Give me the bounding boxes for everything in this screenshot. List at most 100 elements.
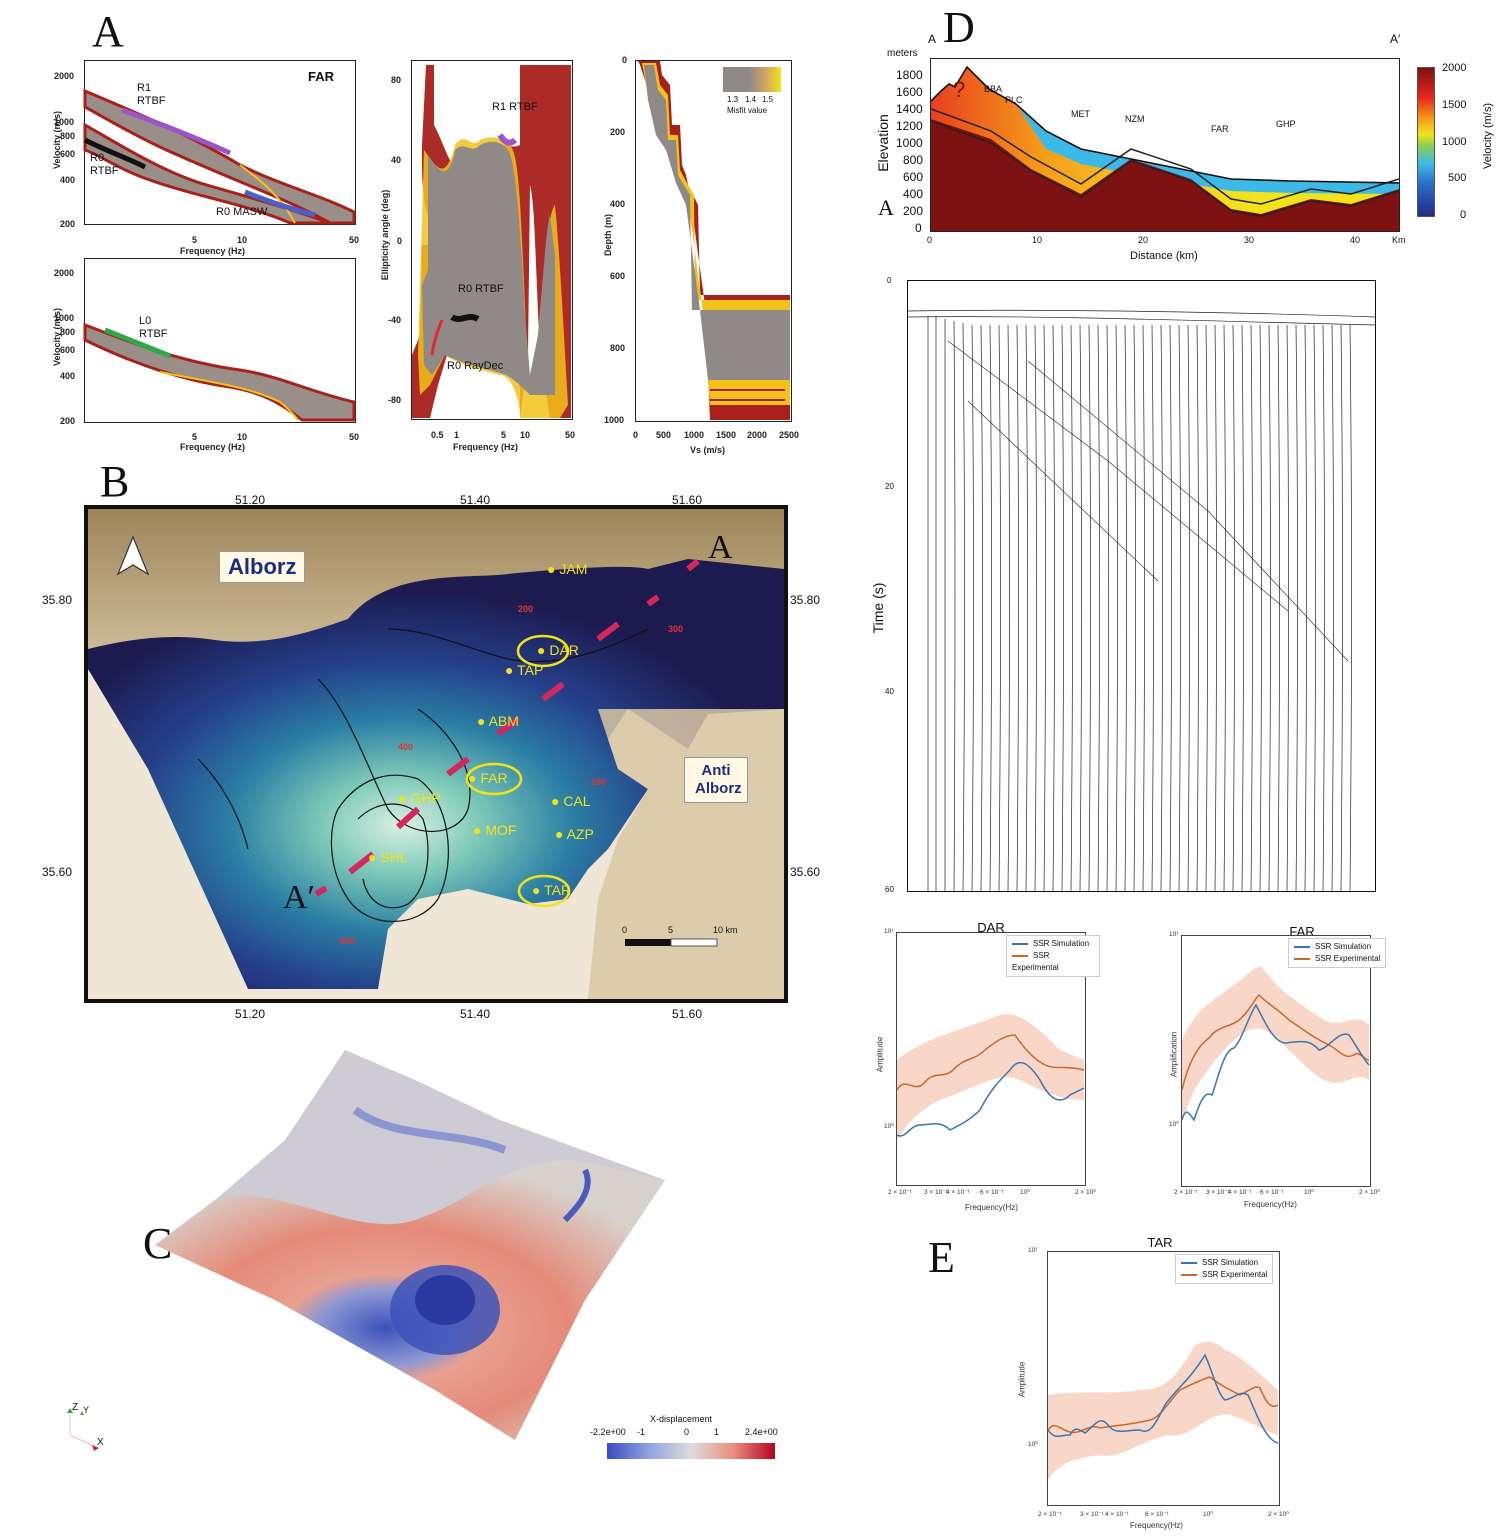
section-ytick: 600 — [903, 170, 924, 184]
section-station-met[interactable]: MET — [1071, 109, 1090, 119]
a3-ytick: 80 — [391, 75, 402, 85]
seismogram-ylabel: Time (s) — [870, 582, 886, 634]
ssr-dar-sim-line — [896, 1061, 1085, 1137]
a1-plot-svg — [83, 88, 356, 225]
a2-ytick: 200 — [60, 416, 76, 426]
station-label: TAP — [517, 662, 544, 678]
station-shl[interactable]: ● SHL — [368, 849, 408, 865]
map-lon-tick-top: 51.40 — [460, 493, 491, 507]
ssr-tar-ytick: 10⁰ — [1028, 1441, 1038, 1448]
legend-label: SSR Simulation — [1202, 1258, 1259, 1267]
a2-xtick: 50 — [349, 432, 360, 442]
a1-ytick: 1000 — [54, 117, 75, 127]
ssr-dar-xtick: 2 × 10⁻¹ — [888, 1189, 912, 1196]
a1-ytick: 200 — [60, 219, 76, 229]
section-unknown-mark: ? — [953, 77, 966, 102]
station-tar[interactable]: ● TAR — [532, 882, 572, 898]
scalebar-label: 10 km — [713, 925, 738, 935]
a2-ytick: 600 — [60, 345, 76, 355]
legend-label: SSR Experimental — [1315, 954, 1381, 963]
section-station-nzm[interactable]: NZM — [1125, 114, 1145, 124]
panel-label-d: D — [943, 3, 975, 52]
map-lon-tick-top: 51.60 — [672, 493, 703, 507]
a3-annotation-r0: R0 RTBF — [458, 283, 504, 295]
raydec-obs-points — [430, 319, 444, 356]
ssr-far-xtick: 4 × 10⁻¹ — [1228, 1189, 1252, 1196]
legend-item-sim: SSR Simulation — [1012, 938, 1094, 950]
section-ytick: 0 — [915, 221, 922, 235]
legend-item-exp: SSR Experimental — [1294, 953, 1380, 965]
station-far[interactable]: ● FAR — [468, 770, 508, 786]
displacement-colorbar-title: X-displacement — [650, 1414, 713, 1424]
section-station-plc[interactable]: PLC — [1005, 95, 1023, 105]
chart-a3-ellipticity: R1 RTBF R0 RTBF R0 RayDec Ellipticity an… — [360, 55, 580, 460]
map-lon-tick-bottom: 51.20 — [235, 1007, 266, 1021]
ssr-far-ylabel: Amplification — [1169, 1031, 1179, 1078]
ssr-tar-svg — [1047, 1341, 1279, 1480]
region-label-anti-alborz: Anti Alborz — [684, 757, 748, 803]
r0-masw-line — [244, 189, 316, 218]
contour-label: 200 — [591, 777, 607, 787]
a1-annotation-masw: R0 MASW — [216, 206, 268, 218]
station-jam[interactable]: ● JAM — [547, 561, 588, 577]
section-end-label: A′ — [1390, 32, 1401, 46]
map-lat-tick-left: 35.80 — [42, 593, 73, 607]
profile-end-a: A — [708, 529, 733, 566]
ssr-far-exp-line — [1181, 993, 1370, 1091]
panel-label-e: E — [928, 1233, 955, 1282]
misfit-tick: 1.4 — [745, 95, 757, 104]
legend-item-exp: SSR Experimental — [1012, 950, 1094, 974]
station-abm[interactable]: ● ABM — [477, 713, 519, 729]
section-ytick: 1800 — [896, 68, 923, 82]
station-azp[interactable]: ● AZP — [555, 826, 594, 842]
a3-ytick: -40 — [388, 315, 402, 325]
a1-annotation-r0: R0 RTBF — [90, 152, 119, 177]
velocity-colorbar-tick: 1500 — [1442, 99, 1467, 111]
ssr-dar-xtick: 6 × 10⁻¹ — [980, 1189, 1004, 1196]
station-mof[interactable]: ● MOF — [473, 822, 517, 838]
section-xtick: 10 — [1032, 235, 1043, 245]
section-xtick: 40 — [1350, 235, 1361, 245]
ssr-tar-xtick: 10⁰ — [1203, 1511, 1213, 1518]
seismogram-chart — [907, 280, 1376, 892]
station-label: CAL — [563, 793, 591, 809]
station-tap[interactable]: ● TAP — [505, 662, 544, 678]
ssr-dar-xtick: 3 × 10⁻¹ — [924, 1189, 948, 1196]
chart-a1-dispersion-far: FAR R1 RTBF R0 RTBF R0 MASW Velocity (m/… — [40, 55, 370, 260]
map-lon-tick-bottom: 51.60 — [672, 1007, 703, 1021]
ssr-dar-ylabel: Amplitude — [875, 1036, 885, 1073]
station-ghp[interactable]: ● GHP — [398, 790, 441, 806]
a3-plot-svg — [412, 65, 571, 418]
cross-section-svg — [931, 65, 1399, 231]
section-station-far[interactable]: FAR — [1211, 124, 1229, 134]
station-label: MOF — [485, 822, 517, 838]
station-cal[interactable]: ● CAL — [551, 793, 591, 809]
station-label: DAR — [549, 642, 579, 658]
ssr-tar-xtick: 6 × 10⁻¹ — [1145, 1511, 1169, 1518]
a1-title: FAR — [308, 69, 334, 84]
ssr-tar-ylabel: Amplitude — [1017, 1361, 1027, 1398]
legend-label: SSR Simulation — [1315, 942, 1372, 951]
station-label: GHP — [410, 790, 441, 806]
a3-ytick: -80 — [388, 395, 402, 405]
r0-observed-line — [83, 137, 147, 170]
legend-label: SSR Experimental — [1012, 951, 1059, 972]
a4-ytick: 1000 — [604, 415, 625, 425]
a2-ytick: 800 — [60, 327, 76, 337]
station-dar[interactable]: ● DAR — [537, 642, 579, 658]
ssr-chart-far: FAR SSR Simulation SSR Experimental Ampl… — [1094, 920, 1434, 1220]
section-start-label: A — [928, 32, 937, 46]
axis-y-label: Y — [83, 1405, 90, 1415]
station-label: TAR — [544, 882, 572, 898]
section-station-bba[interactable]: BBA — [984, 84, 1003, 94]
a4-xtick: 2500 — [779, 430, 800, 440]
seismogram-ytick: 60 — [885, 885, 894, 894]
station-label: JAM — [559, 561, 588, 577]
a4-ytick: 0 — [622, 55, 628, 65]
a4-xtick: 0 — [633, 430, 639, 440]
a1-xtick: 5 — [192, 235, 198, 245]
ssr-chart-tar: TAR SSR Simulation SSR Experimental Ampl… — [1000, 1230, 1300, 1530]
a2-xtick: 10 — [237, 432, 248, 442]
section-yunit: meters — [887, 48, 918, 59]
section-station-ghp[interactable]: GHP — [1276, 119, 1296, 129]
